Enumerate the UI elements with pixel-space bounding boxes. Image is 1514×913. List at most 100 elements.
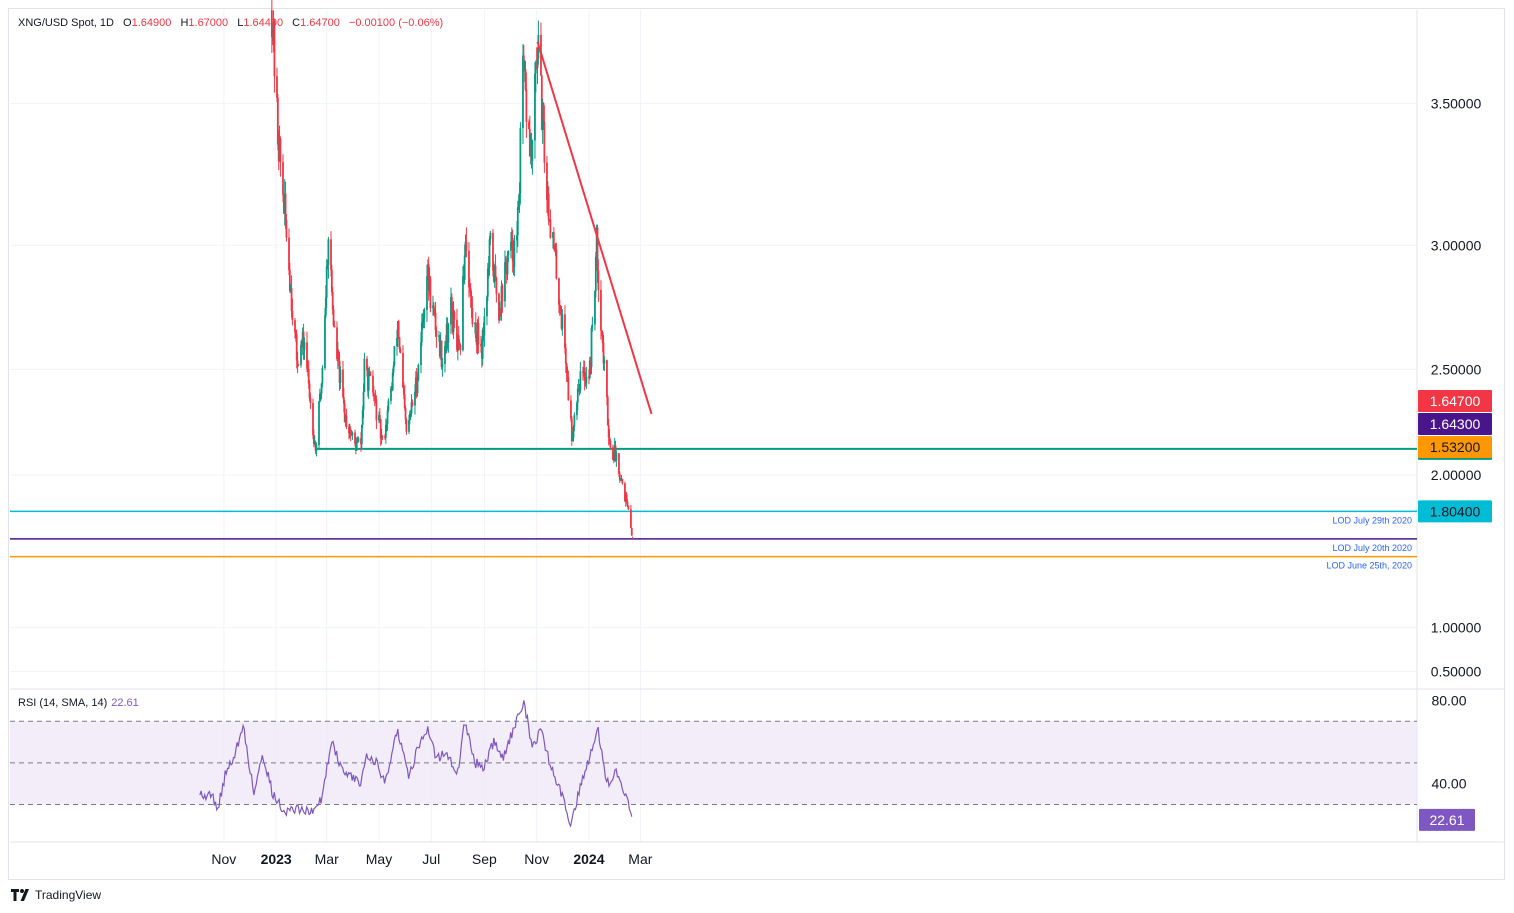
candle-body bbox=[408, 420, 410, 432]
candle-body bbox=[453, 311, 456, 320]
candle-body bbox=[546, 162, 548, 200]
candle-body bbox=[553, 248, 556, 250]
candle bbox=[403, 385, 406, 411]
candle-body bbox=[345, 415, 348, 427]
candle-body bbox=[396, 337, 398, 347]
candle-body bbox=[528, 128, 531, 157]
price-badge-bg bbox=[1418, 436, 1492, 458]
candle-body bbox=[303, 342, 306, 350]
candle-body bbox=[429, 278, 432, 309]
candle-body bbox=[386, 410, 389, 424]
candle-body bbox=[330, 269, 333, 293]
horizontal-levels: LOD July 29th 2020 LOD July 20th 2020 LOD … bbox=[10, 447, 1417, 571]
candle bbox=[288, 228, 290, 276]
candle-body bbox=[477, 322, 480, 345]
candle-body bbox=[361, 410, 364, 425]
candle-body bbox=[462, 275, 464, 351]
candle-body bbox=[614, 445, 617, 461]
candle-body bbox=[408, 413, 411, 421]
candle-body bbox=[447, 324, 450, 343]
candle bbox=[457, 326, 460, 351]
candle bbox=[621, 478, 624, 485]
candle-body bbox=[296, 360, 299, 365]
candle bbox=[528, 119, 530, 130]
candle bbox=[309, 392, 312, 410]
candle-body bbox=[498, 312, 501, 321]
candle bbox=[525, 72, 528, 138]
candle bbox=[576, 400, 578, 421]
candle bbox=[534, 60, 537, 93]
price-tick-label: 0.50000 bbox=[1431, 663, 1482, 679]
candle bbox=[555, 242, 558, 280]
candle-body bbox=[488, 239, 491, 268]
candle-body bbox=[570, 400, 572, 419]
candle-body bbox=[602, 342, 605, 364]
candle-body bbox=[320, 383, 323, 394]
candle-body bbox=[536, 58, 539, 69]
rsi-badge-bg bbox=[1419, 808, 1475, 831]
candle-body bbox=[559, 308, 562, 312]
candle bbox=[290, 275, 293, 318]
candle-body bbox=[566, 372, 569, 378]
candle-body bbox=[291, 310, 294, 321]
candle-body bbox=[576, 388, 579, 403]
candle-body bbox=[463, 255, 466, 281]
candle-body bbox=[342, 369, 344, 398]
candle-body bbox=[601, 332, 604, 343]
candle bbox=[297, 364, 300, 367]
candle bbox=[516, 200, 519, 247]
candle-body bbox=[624, 483, 626, 502]
tradingview-brand[interactable]: TradingView bbox=[11, 888, 101, 902]
candle-body bbox=[309, 398, 312, 403]
candle-body bbox=[276, 76, 278, 98]
candle-body bbox=[504, 262, 506, 302]
candle-body bbox=[306, 342, 308, 369]
candle-body bbox=[372, 375, 374, 393]
candle-body bbox=[603, 360, 606, 364]
candle-body bbox=[307, 368, 310, 384]
candle-body bbox=[498, 293, 500, 321]
candle-body bbox=[378, 415, 381, 420]
open-key: O bbox=[123, 17, 132, 29]
candle-body bbox=[308, 383, 311, 399]
candle bbox=[547, 186, 550, 226]
candle-body bbox=[356, 441, 359, 443]
high-value: 1.67000 bbox=[188, 17, 229, 29]
rsi-line bbox=[199, 700, 633, 828]
candle bbox=[597, 259, 600, 302]
rsi-legend: RSI (14, SMA, 14) 22.61 bbox=[18, 697, 139, 709]
candle-body bbox=[506, 255, 509, 275]
candle bbox=[549, 209, 552, 239]
candle-body bbox=[469, 288, 472, 297]
candle bbox=[488, 236, 491, 276]
candle bbox=[450, 293, 453, 317]
price-tick-label: 2.00000 bbox=[1431, 467, 1482, 483]
change-value: −0.00100 (−0.06%) bbox=[348, 17, 444, 29]
candle-body bbox=[590, 327, 593, 368]
candle bbox=[399, 347, 402, 354]
candle-body bbox=[531, 140, 534, 162]
candle-body bbox=[627, 506, 630, 510]
candle-body bbox=[573, 415, 576, 427]
candle bbox=[465, 227, 468, 258]
candle bbox=[357, 436, 360, 443]
candle bbox=[397, 319, 400, 340]
candle-body bbox=[606, 360, 608, 398]
price-tick-label: 3.50000 bbox=[1431, 95, 1482, 111]
candle-body bbox=[625, 494, 628, 502]
candle-body bbox=[312, 435, 315, 445]
candle-body bbox=[324, 297, 327, 316]
candle-body bbox=[492, 232, 494, 271]
candle-body bbox=[499, 312, 502, 314]
candle-body bbox=[411, 402, 414, 406]
candle bbox=[573, 412, 576, 432]
candle-body bbox=[331, 292, 334, 310]
candle bbox=[282, 154, 284, 203]
candle bbox=[519, 122, 522, 204]
candle bbox=[618, 471, 621, 483]
level-note: LOD July 20th 2020 bbox=[1332, 543, 1412, 553]
candle-body bbox=[319, 393, 322, 395]
candle-body bbox=[630, 528, 633, 536]
candle bbox=[606, 395, 609, 426]
